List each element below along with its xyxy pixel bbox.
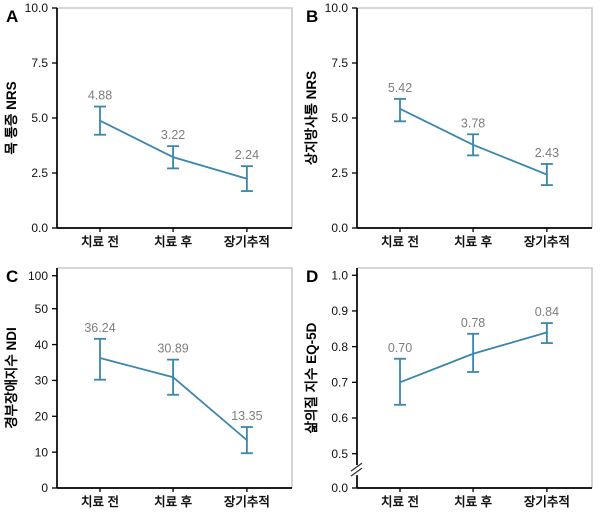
error-bar — [167, 145, 180, 170]
y-tick-label: 5.0 — [31, 111, 48, 125]
x-category-label: 치료 후 — [454, 234, 492, 249]
data-label: 0.84 — [535, 305, 559, 319]
data-label: 36.24 — [84, 321, 115, 335]
y-tick-label: 100 — [28, 269, 48, 283]
panel-frame — [57, 7, 293, 228]
panel-D: 0.0 0.5 0.6 0.7 0.8 0.9 1.0 치료 전 치료 후 장기추적 0.70 0.7… — [300, 260, 600, 520]
x-category-label: 치료 후 — [454, 494, 492, 509]
y-tick-label: 2.5 — [331, 166, 348, 180]
panel-D-chart: 0.0 0.5 0.6 0.7 0.8 0.9 1.0 치료 전 치료 후 장기추적 0.70 0.7… — [303, 267, 593, 509]
data-label: 0.70 — [388, 341, 412, 355]
y-tick-label: 0 — [41, 481, 48, 495]
y-tick-label: 50 — [35, 302, 49, 316]
y-tick-label: 10 — [35, 445, 49, 459]
x-category-label: 장기추적 — [524, 494, 570, 509]
data-label: 13.35 — [231, 409, 262, 423]
panel-letter: A — [6, 7, 18, 26]
axis-break-icon — [350, 467, 363, 477]
data-label: 30.89 — [157, 342, 188, 356]
x-category-label: 치료 전 — [81, 234, 119, 249]
data-label: 2.43 — [535, 146, 559, 160]
panel-C-chart: 0 10 20 30 40 50 100 치료 전 치료 후 장기추적 36.24 30.89 13.3… — [3, 267, 293, 509]
axis-break-icon — [350, 462, 363, 472]
data-label: 0.78 — [461, 316, 485, 330]
error-bar — [467, 133, 480, 157]
error-bar — [394, 97, 407, 123]
panel-frame — [357, 7, 593, 228]
panel-letter: B — [306, 7, 318, 26]
error-bar — [167, 358, 180, 396]
error-bar — [94, 337, 107, 381]
panel-B: 0.0 2.5 5.0 7.5 10.0 치료 전 치료 후 장기추적 5.42 3.78 2.43… — [300, 0, 600, 260]
error-bar — [540, 322, 553, 344]
panel-A: 0.0 2.5 5.0 7.5 10.0 치료 전 치료 후 장기추적 4.88 3.22 2.24… — [0, 0, 300, 260]
y-axis-title: 경부장애지수 NDI — [3, 327, 19, 429]
panel-frame — [57, 267, 293, 488]
y-tick-label: 10.0 — [25, 1, 49, 15]
y-tick-label: 20 — [35, 409, 49, 423]
data-label: 4.88 — [88, 89, 112, 103]
x-category-label: 치료 후 — [154, 494, 192, 509]
y-tick-label: 1.0 — [331, 268, 348, 282]
error-bar — [467, 332, 480, 373]
y-tick-label: 5.0 — [331, 111, 348, 125]
x-category-label: 치료 후 — [154, 234, 192, 249]
error-bar — [240, 165, 253, 192]
y-tick-label: 7.5 — [31, 56, 48, 70]
y-tick-label: 10.0 — [325, 1, 349, 15]
y-tick-label: 0.6 — [331, 411, 348, 425]
y-tick-label: 0.5 — [331, 447, 348, 461]
error-bar — [240, 426, 253, 455]
y-axis-title: 삶의질 지수 EQ-5D — [303, 322, 319, 433]
x-category-label: 치료 전 — [381, 234, 419, 249]
y-tick-label: 2.5 — [31, 166, 48, 180]
y-tick-label: 0.0 — [331, 221, 348, 235]
y-tick-label: 0.0 — [331, 481, 348, 495]
data-label: 3.22 — [161, 128, 185, 142]
panel-A-chart: 0.0 2.5 5.0 7.5 10.0 치료 전 치료 후 장기추적 4.88 3.22 2.24… — [4, 1, 293, 249]
x-category-label: 장기추적 — [524, 234, 570, 249]
x-category-label: 치료 전 — [81, 494, 119, 509]
panel-letter: C — [6, 267, 18, 286]
panel-B-chart: 0.0 2.5 5.0 7.5 10.0 치료 전 치료 후 장기추적 5.42 3.78 2.43… — [303, 1, 593, 249]
y-tick-label: 0.9 — [331, 304, 348, 318]
data-label: 3.78 — [461, 116, 485, 130]
x-category-label: 치료 전 — [381, 494, 419, 509]
error-bar — [540, 163, 553, 187]
data-label: 5.42 — [388, 81, 412, 95]
x-category-label: 장기추적 — [224, 234, 270, 249]
y-tick-label: 0.8 — [331, 340, 348, 354]
y-tick-label: 0.7 — [331, 376, 348, 390]
y-tick-label: 7.5 — [331, 56, 348, 70]
y-axis-title: 상지방사통 NRS — [303, 71, 319, 165]
x-category-label: 장기추적 — [224, 494, 270, 509]
y-tick-label: 0.0 — [31, 221, 48, 235]
axis-break-mask — [355, 465, 359, 476]
y-tick-label: 40 — [35, 338, 49, 352]
panel-letter: D — [306, 267, 318, 286]
panel-frame — [357, 267, 593, 488]
y-tick-label: 30 — [35, 374, 49, 388]
panel-C: 0 10 20 30 40 50 100 치료 전 치료 후 장기추적 36.24 30.89 13.3… — [0, 260, 300, 520]
y-axis-title: 목 통증 NRS — [4, 81, 19, 154]
error-bar — [94, 105, 107, 136]
error-bar — [394, 357, 407, 406]
data-label: 2.24 — [235, 148, 259, 162]
